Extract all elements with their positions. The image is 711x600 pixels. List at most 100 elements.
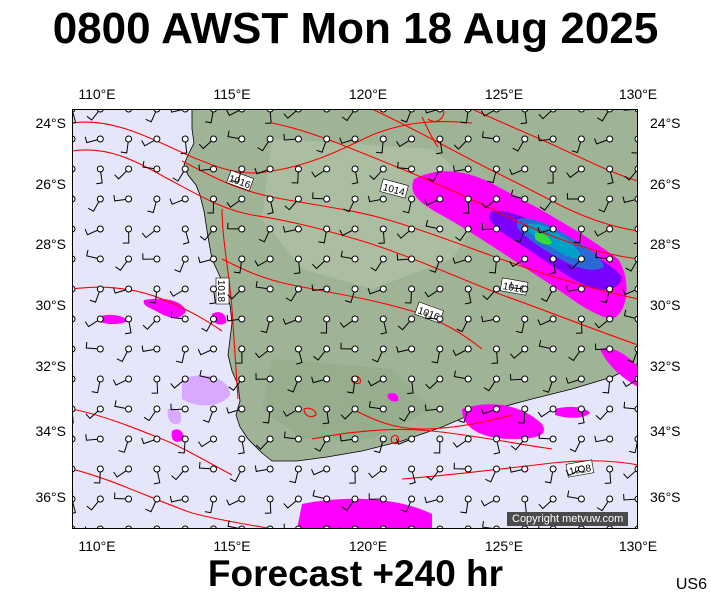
wind-station-circle — [210, 375, 217, 383]
lat-label-left-34: 34°S — [35, 423, 66, 439]
wind-barb — [368, 401, 384, 410]
wind-barb — [538, 432, 554, 440]
wind-station-circle — [549, 345, 557, 353]
wind-barb — [322, 408, 330, 425]
wind-station-circle — [351, 465, 359, 473]
wind-station-circle — [351, 165, 359, 173]
wind-station-circle — [493, 225, 500, 233]
wind-barb — [594, 318, 611, 329]
lat-label-right-28: 28°S — [650, 236, 681, 252]
wind-barb — [197, 348, 214, 356]
wind-station-circle — [436, 135, 444, 143]
wind-barb — [254, 465, 271, 472]
lat-label-left-32: 32°S — [35, 358, 66, 374]
wind-barb — [85, 408, 101, 420]
wind-station-circle — [238, 405, 246, 413]
wind-barb — [255, 373, 271, 380]
wind-barb — [311, 168, 327, 178]
wind-barb — [311, 376, 327, 384]
wind-station-circle — [408, 435, 416, 443]
wind-station-circle — [181, 405, 189, 413]
wind-barb — [515, 318, 526, 334]
wind-barb — [571, 138, 582, 154]
wind-barb — [201, 318, 214, 332]
wind-barb — [142, 253, 157, 260]
wind-station-circle — [464, 435, 472, 443]
wind-barb — [538, 498, 554, 510]
wind-barb — [345, 288, 356, 304]
wind-station-circle — [521, 465, 529, 473]
wind-barb — [568, 348, 582, 362]
wind-barb — [226, 314, 242, 322]
wind-station-circle — [379, 345, 387, 353]
wind-station-circle — [238, 315, 246, 323]
wind-station-circle — [408, 135, 416, 143]
wind-barb — [260, 318, 271, 334]
wind-station-circle — [408, 465, 416, 473]
wind-station-circle — [408, 495, 416, 503]
wind-barb — [538, 109, 554, 120]
svg-text:1018: 1018 — [215, 280, 226, 303]
wind-barb — [407, 378, 414, 395]
wind-station-circle — [96, 165, 104, 173]
wind-barb — [114, 168, 129, 180]
wind-station-circle — [521, 165, 529, 173]
wind-barb — [170, 403, 186, 411]
lon-label-top-115: 115°E — [213, 86, 251, 102]
wind-barb — [198, 461, 214, 470]
wind-station-circle — [266, 165, 274, 173]
wind-station-circle — [96, 375, 104, 383]
wind-barb — [510, 189, 525, 200]
wind-barb — [596, 109, 611, 122]
wind-barb — [282, 318, 299, 325]
wind-barb — [169, 495, 186, 503]
wind-station-circle — [379, 495, 387, 503]
wind-barb — [169, 288, 186, 297]
lon-label-bottom-125: 125°E — [484, 538, 524, 554]
wind-barb — [349, 468, 356, 484]
map-title: 0800 AWST Mon 18 Aug 2025 — [52, 4, 659, 53]
wind-station-circle — [323, 225, 331, 233]
wind-barb — [509, 348, 526, 359]
wind-barb — [542, 378, 554, 393]
wind-barb — [595, 251, 610, 260]
wind-station-circle — [125, 165, 133, 173]
region-code: US6 — [675, 576, 707, 593]
lon-label-top-110: 110°E — [78, 86, 116, 102]
wind-barb — [169, 198, 186, 205]
wind-barb — [313, 348, 328, 361]
wind-station-circle — [125, 345, 133, 353]
wind-barbs — [72, 109, 638, 529]
wind-barb — [125, 318, 132, 335]
wind-barb — [623, 468, 638, 479]
wind-barb — [113, 194, 129, 202]
wind-barb — [255, 281, 271, 290]
wind-barb — [85, 434, 101, 441]
wind-station-circle — [125, 435, 133, 443]
wind-barb — [343, 198, 356, 213]
wind-barb — [404, 288, 413, 304]
wind-station-circle — [294, 405, 302, 413]
wind-barb — [485, 468, 497, 483]
wind-barb — [284, 198, 299, 211]
wind-barb — [510, 281, 525, 290]
wind-barb — [143, 408, 158, 422]
wind-barb — [627, 348, 638, 363]
wind-station-circle — [408, 285, 416, 293]
wind-station-circle — [238, 255, 246, 263]
wind-barb — [623, 309, 638, 320]
wind-barb — [367, 195, 384, 203]
wind-station-circle — [266, 285, 274, 293]
wind-station-circle — [577, 435, 585, 443]
wind-barb — [172, 168, 186, 182]
wind-barb — [624, 168, 638, 181]
wind-barb — [180, 138, 188, 155]
wind-barb — [491, 348, 499, 364]
wind-barb — [460, 498, 469, 514]
wind-station-circle — [153, 225, 161, 233]
wind-station-circle — [464, 285, 472, 293]
wind-station-circle — [408, 345, 416, 353]
wind-station-circle — [436, 165, 444, 173]
wind-station-circle — [96, 405, 104, 413]
wind-station-circle — [436, 465, 444, 473]
